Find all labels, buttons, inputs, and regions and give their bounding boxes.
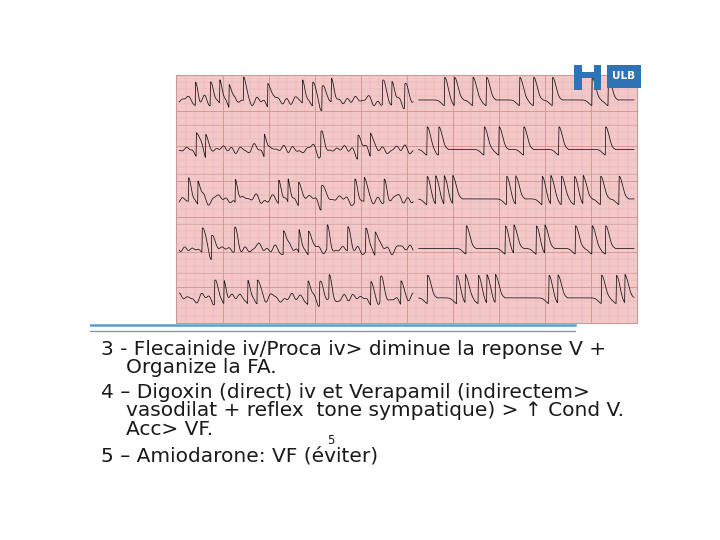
Text: ULB: ULB <box>613 71 636 80</box>
FancyBboxPatch shape <box>575 72 601 78</box>
Text: Organize la FA.: Organize la FA. <box>126 358 277 377</box>
Text: 5 – Amiodarone: VF (éviter): 5 – Amiodarone: VF (éviter) <box>101 446 378 465</box>
Text: 3 - Flecainide iv/Proca iv> diminue la reponse V +: 3 - Flecainide iv/Proca iv> diminue la r… <box>101 340 606 359</box>
FancyBboxPatch shape <box>593 60 601 90</box>
Text: 4 – Digoxin (direct) iv et Verapamil (indirectem>: 4 – Digoxin (direct) iv et Verapamil (in… <box>101 383 590 402</box>
FancyBboxPatch shape <box>575 60 582 90</box>
Text: vasodilat + reflex  tone sympatique) > ↑ Cond V.: vasodilat + reflex tone sympatique) > ↑ … <box>126 401 624 420</box>
Text: 5: 5 <box>327 434 335 447</box>
FancyBboxPatch shape <box>176 75 637 322</box>
FancyBboxPatch shape <box>607 63 642 88</box>
Text: Acc> VF.: Acc> VF. <box>126 420 213 438</box>
